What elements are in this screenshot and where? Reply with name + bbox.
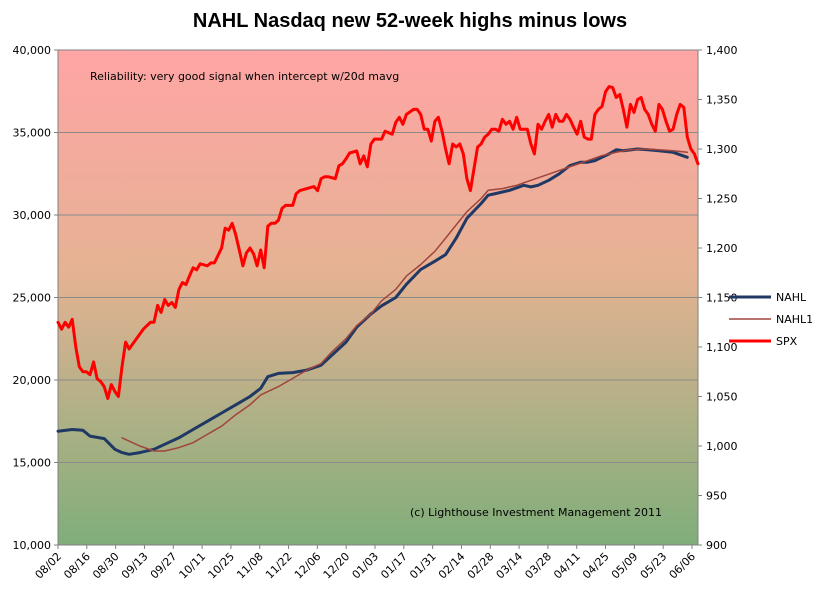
right-axis: 900 950 1,000 1,050 1,100 1,150 1,200 1,250 1,30… [698, 44, 738, 552]
x-tick-label: 05/23 [638, 550, 670, 582]
x-tick-label: 04/25 [580, 550, 612, 582]
right-tick-label: 1,250 [706, 193, 738, 206]
x-tick-label: 03/14 [494, 550, 526, 582]
left-tick-label: 10,000 [13, 539, 52, 552]
x-tick-label: 12/20 [321, 550, 353, 582]
x-tick-label: 09/13 [119, 550, 151, 582]
x-tick-label: 08/02 [33, 550, 65, 582]
reliability-note: Reliability: very good signal when inter… [90, 70, 399, 83]
right-tick-label: 1,000 [706, 440, 738, 453]
right-tick-label: 1,200 [706, 242, 738, 255]
x-tick-label: 04/11 [551, 550, 583, 582]
x-tick-label: 01/03 [350, 550, 382, 582]
x-tick-label: 02/14 [436, 550, 468, 582]
left-axis: 10,000 15,000 20,000 25,000 30,000 35,000 40,0… [13, 44, 58, 552]
left-tick-label: 15,000 [13, 457, 52, 470]
x-tick-label: 01/17 [378, 550, 410, 582]
x-tick-label: 11/22 [263, 550, 295, 582]
copyright-note: (c) Lighthouse Investment Management 201… [410, 506, 662, 519]
left-tick-label: 25,000 [13, 292, 52, 305]
x-tick-label: 08/30 [90, 550, 122, 582]
x-tick-label: 06/06 [667, 550, 699, 582]
series-line-nahl1 [121, 148, 689, 452]
legend-label-spx: SPX [776, 335, 798, 348]
left-tick-label: 35,000 [13, 127, 52, 140]
legend: NAHL NAHL1 SPX [729, 291, 813, 348]
x-tick-label: 02/28 [465, 550, 497, 582]
right-tick-label: 1,100 [706, 341, 738, 354]
x-tick-label: 10/25 [205, 550, 237, 582]
x-axis: 08/0208/1608/3009/1309/2710/1110/2511/08… [33, 545, 699, 582]
right-tick-label: 1,150 [706, 292, 738, 305]
left-tick-label: 30,000 [13, 209, 52, 222]
right-tick-label: 950 [706, 490, 727, 503]
legend-label-nahl1: NAHL1 [776, 313, 813, 326]
legend-label-nahl: NAHL [776, 291, 807, 304]
chart-title: NAHL Nasdaq new 52-week highs minus lows [193, 10, 627, 32]
right-tick-label: 1,300 [706, 143, 738, 156]
series-group [56, 85, 700, 456]
right-tick-label: 1,050 [706, 391, 738, 404]
x-tick-label: 05/09 [609, 550, 641, 582]
x-tick-label: 12/06 [292, 550, 324, 582]
x-tick-label: 01/31 [407, 550, 439, 582]
x-tick-label: 10/11 [177, 550, 209, 582]
x-tick-label: 11/08 [234, 550, 266, 582]
right-tick-label: 1,350 [706, 94, 738, 107]
x-tick-label: 03/28 [522, 550, 554, 582]
series-line-spx [56, 85, 700, 400]
left-tick-label: 20,000 [13, 374, 52, 387]
series-line-nahl [56, 147, 689, 456]
x-tick-label: 09/27 [148, 550, 180, 582]
x-tick-label: 08/16 [61, 550, 93, 582]
right-tick-label: 1,400 [706, 44, 738, 57]
right-tick-label: 900 [706, 539, 727, 552]
left-tick-label: 40,000 [13, 44, 52, 57]
